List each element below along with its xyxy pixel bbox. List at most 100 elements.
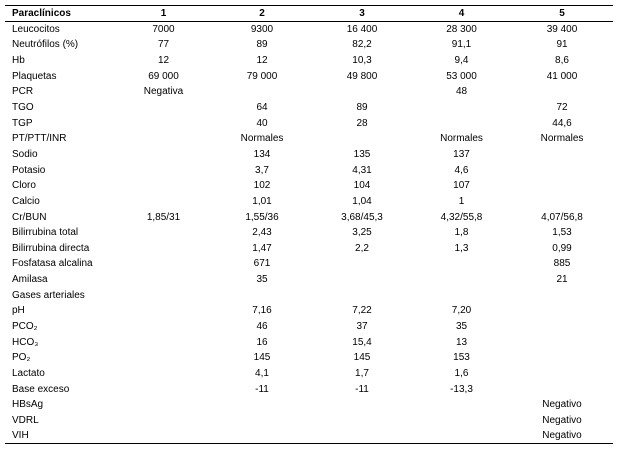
row-label: Fosfatasa alcalina: [12, 258, 93, 270]
table-cell: Negativo: [542, 430, 582, 442]
table-row: Neutrófilos (%) 77 89 82,2 91,1 91: [5, 37, 613, 53]
table-cell: [511, 178, 613, 194]
table-row: Lactato 4,1 1,7 1,6: [5, 366, 613, 382]
table-cell: [115, 272, 212, 288]
table-cell: [115, 350, 212, 366]
table-cell: Normales: [240, 133, 284, 145]
table-row: Fosfatasa alcalina 671 885: [5, 256, 613, 272]
row-label: Plaquetas: [12, 70, 57, 82]
row-label: Cr/BUN: [12, 211, 47, 223]
table-cell: 3,7: [255, 164, 269, 176]
table-cell: 40: [256, 117, 268, 129]
table-cell: [115, 319, 212, 335]
table-row: Cr/BUN 1,85/31 1,55/36 3,68/45,3 4,32/55,8 4,…: [5, 209, 613, 225]
table-cell: 77: [157, 39, 170, 51]
table-cell: 1,7: [355, 367, 369, 379]
table-row: Calcio 1,01 1,04 1: [5, 194, 613, 210]
table-cell: -13,3: [450, 383, 473, 395]
table-cell: [115, 115, 212, 131]
row-label: TGP: [12, 117, 33, 129]
table-cell: [115, 147, 212, 163]
table-cell: [312, 413, 412, 429]
table-body: Leucocitos 7000 9300 16 400 28 300 39 400 Neut…: [5, 22, 613, 444]
header-row: Paraclínicos 1 2 3 4 5: [5, 5, 613, 22]
table-cell: [212, 287, 312, 303]
table-cell: 28: [356, 117, 368, 129]
row-label: Lactato: [12, 367, 45, 379]
table-cell: 48: [455, 86, 468, 98]
table-cell: [511, 194, 613, 210]
header-cell: 3: [359, 8, 365, 19]
row-label: HCO₃: [12, 336, 39, 348]
table-row: Potasio 3,7 4,31 4,6: [5, 162, 613, 178]
table-cell: -11: [255, 383, 269, 395]
table-row: Sodio 134 135 137: [5, 147, 613, 163]
table-cell: 153: [453, 352, 470, 364]
row-label: Bilirrubina directa: [12, 242, 90, 254]
table-cell: [412, 115, 511, 131]
table-cell: Negativa: [143, 86, 184, 98]
header-cell: 5: [559, 8, 565, 19]
table-cell: 4,07/56,8: [541, 211, 583, 223]
table-cell: [115, 413, 212, 429]
row-label: Calcio: [12, 195, 40, 207]
table-row: Plaquetas 69 000 79 000 49 800 53 000 41 000: [5, 68, 613, 84]
table-cell: 91,1: [451, 39, 472, 51]
table-row: Leucocitos 7000 9300 16 400 28 300 39 400: [5, 22, 613, 38]
row-label: Bilirrubina total: [12, 227, 79, 239]
table-cell: 91: [556, 39, 568, 51]
table-row: PO₂ 145 145 153: [5, 350, 613, 366]
table-cell: 89: [356, 102, 368, 114]
row-label: PCO₂: [12, 320, 38, 332]
table-cell: [412, 272, 511, 288]
table-cell: 134: [253, 148, 271, 160]
table-cell: 8,6: [555, 55, 569, 67]
table-cell: [511, 350, 613, 366]
header-cell: 4: [458, 8, 465, 19]
table-cell: [115, 194, 212, 210]
table-cell: [511, 147, 613, 163]
table-cell: 16: [256, 336, 268, 348]
table-cell: 7,22: [352, 305, 372, 317]
table-cell: [115, 225, 212, 241]
table-cell: [115, 178, 212, 194]
table-cell: [212, 428, 312, 444]
table-cell: [511, 334, 613, 350]
table-cell: 135: [353, 148, 371, 160]
table-cell: [511, 84, 613, 100]
table-cell: 2,2: [355, 242, 369, 254]
table-cell: 145: [253, 352, 271, 364]
table-cell: 3,25: [352, 227, 372, 239]
row-label: VIH: [12, 430, 29, 442]
table-cell: 671: [253, 258, 271, 270]
table-cell: [511, 287, 613, 303]
table-cell: 1,55/36: [245, 211, 279, 223]
lab-table: Paraclínicos 1 2 3 4 5 Leucocitos 7000 9300 16 4…: [5, 5, 613, 444]
table-cell: 1,01: [252, 195, 272, 207]
table-cell: 1,53: [552, 227, 572, 239]
table-cell: [511, 381, 613, 397]
table-cell: [115, 287, 212, 303]
table-cell: 46: [256, 320, 268, 332]
row-label: PCR: [12, 86, 34, 98]
table-cell: 4,32/55,8: [440, 211, 483, 223]
table-cell: 89: [256, 39, 268, 51]
row-label: TGO: [12, 102, 34, 114]
table-cell: 21: [556, 274, 568, 286]
table-cell: [312, 131, 412, 147]
table-cell: 7,20: [451, 305, 472, 317]
table-cell: 53 000: [446, 70, 477, 82]
table-cell: 4,6: [454, 164, 469, 176]
header-cell: Paraclínicos: [12, 8, 71, 19]
row-label: Neutrófilos (%): [12, 39, 79, 51]
table-cell: [115, 366, 212, 382]
table-cell: -11: [355, 383, 369, 395]
header-cell: 1: [160, 8, 167, 19]
row-label: Cloro: [12, 180, 36, 192]
table-cell: 16 400: [346, 24, 378, 36]
table-cell: [115, 240, 212, 256]
row-label: HBsAg: [12, 399, 44, 411]
table-cell: 13: [455, 336, 468, 348]
table-row: Bilirrubina directa 1,47 2,2 1,3 0,99: [5, 240, 613, 256]
row-label: Sodio: [12, 148, 38, 160]
